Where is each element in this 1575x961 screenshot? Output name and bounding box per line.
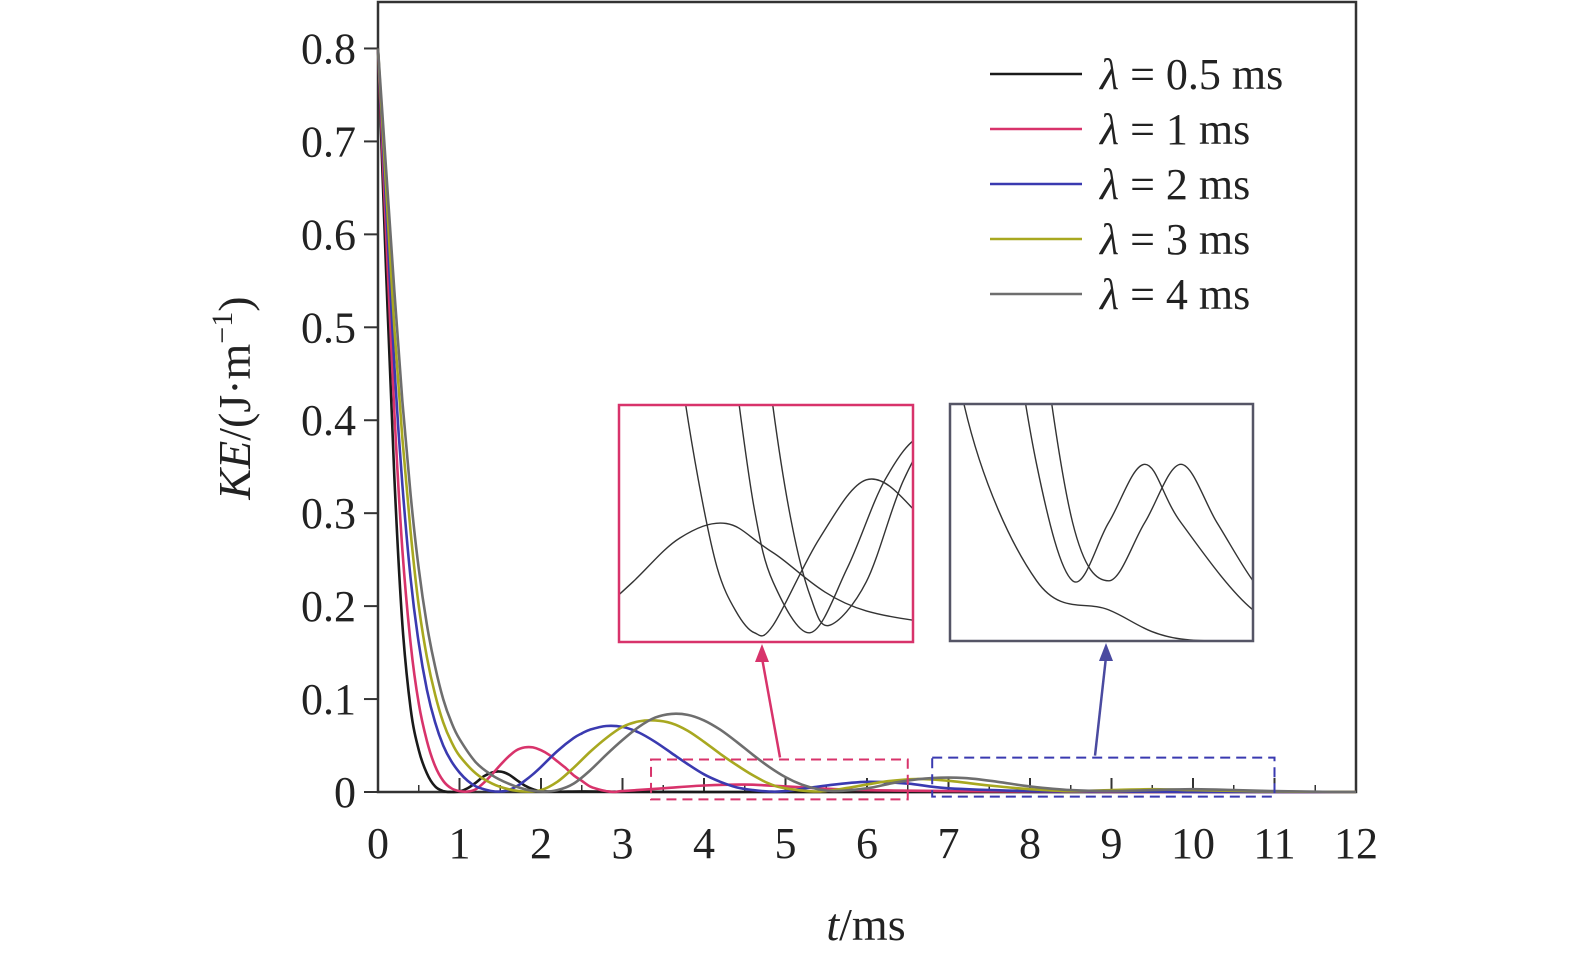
x-tick-label: 5: [775, 819, 797, 868]
inset-series-line: [738, 405, 913, 634]
y-tick-label: 0.8: [301, 24, 356, 73]
y-tick-label: 0: [334, 768, 356, 817]
zoom-arrow-1: [760, 657, 782, 758]
x-tick-label: 4: [693, 819, 715, 868]
inset-background: [619, 405, 913, 642]
x-tick-label: 2: [530, 819, 552, 868]
x-tick-label: 8: [1019, 819, 1041, 868]
zoom-arrowhead-2: [1099, 643, 1113, 661]
x-tick-label: 0: [367, 819, 389, 868]
x-axis-title: t/ms: [826, 899, 905, 950]
zoom-annotations: [650, 643, 1276, 801]
zoom-arrowhead-1: [755, 644, 769, 662]
inset-series-line: [684, 405, 913, 637]
y-axis-title: KE/(J·m−1): [206, 296, 260, 500]
zoom-region-box-2: [931, 756, 1276, 798]
y-tick-label: 0.7: [301, 117, 356, 166]
y-tick-label: 0.3: [301, 489, 356, 538]
x-axis: 0 1 2 3 4 5 6 7 8 9 10 11 12: [367, 778, 1378, 868]
series-line-2: [376, 48, 1356, 794]
inset-background: [950, 404, 1253, 641]
zoom-region-box-1: [650, 758, 909, 801]
inset-zoom-1: [617, 403, 915, 644]
x-tick-label: 1: [449, 819, 471, 868]
x-tick-label: 6: [856, 819, 878, 868]
inset-series-line: [772, 405, 913, 627]
inset-border: [617, 403, 915, 644]
y-tick-label: 0.6: [301, 210, 356, 259]
legend-label-3: λ = 2 ms: [1098, 160, 1250, 209]
y-tick-label: 0.5: [301, 303, 356, 352]
legend: λ = 0.5 ms λ = 1 ms λ = 2 ms λ = 3 ms λ = 4 …: [990, 50, 1283, 319]
legend-label-2: λ = 1 ms: [1098, 105, 1250, 154]
y-tick-label: 0.2: [301, 582, 356, 631]
inset-zoom-2: [948, 402, 1255, 643]
legend-label-4: λ = 3 ms: [1098, 215, 1250, 264]
inset-border: [948, 402, 1255, 643]
zoom-arrow-2: [1093, 656, 1108, 756]
y-tick-label: 0.1: [301, 675, 356, 724]
legend-label-1: λ = 0.5 ms: [1098, 50, 1283, 99]
y-tick-label: 0.4: [301, 396, 356, 445]
legend-label-5: λ = 4 ms: [1098, 270, 1250, 319]
series-line-5: [376, 48, 1357, 794]
x-tick-label: 7: [938, 819, 960, 868]
x-tick-label: 3: [612, 819, 634, 868]
x-tick-label: 11: [1253, 819, 1295, 868]
x-tick-label: 12: [1334, 819, 1378, 868]
series-layer: [376, 48, 1357, 794]
x-tick-label: 9: [1101, 819, 1123, 868]
y-axis: 0 0.1 0.2 0.3 0.4 0.5 0.6 0.7 0.8: [301, 24, 378, 817]
x-tick-label: 10: [1171, 819, 1215, 868]
series-line-3: [376, 48, 1356, 794]
series-line-4: [376, 48, 1357, 794]
